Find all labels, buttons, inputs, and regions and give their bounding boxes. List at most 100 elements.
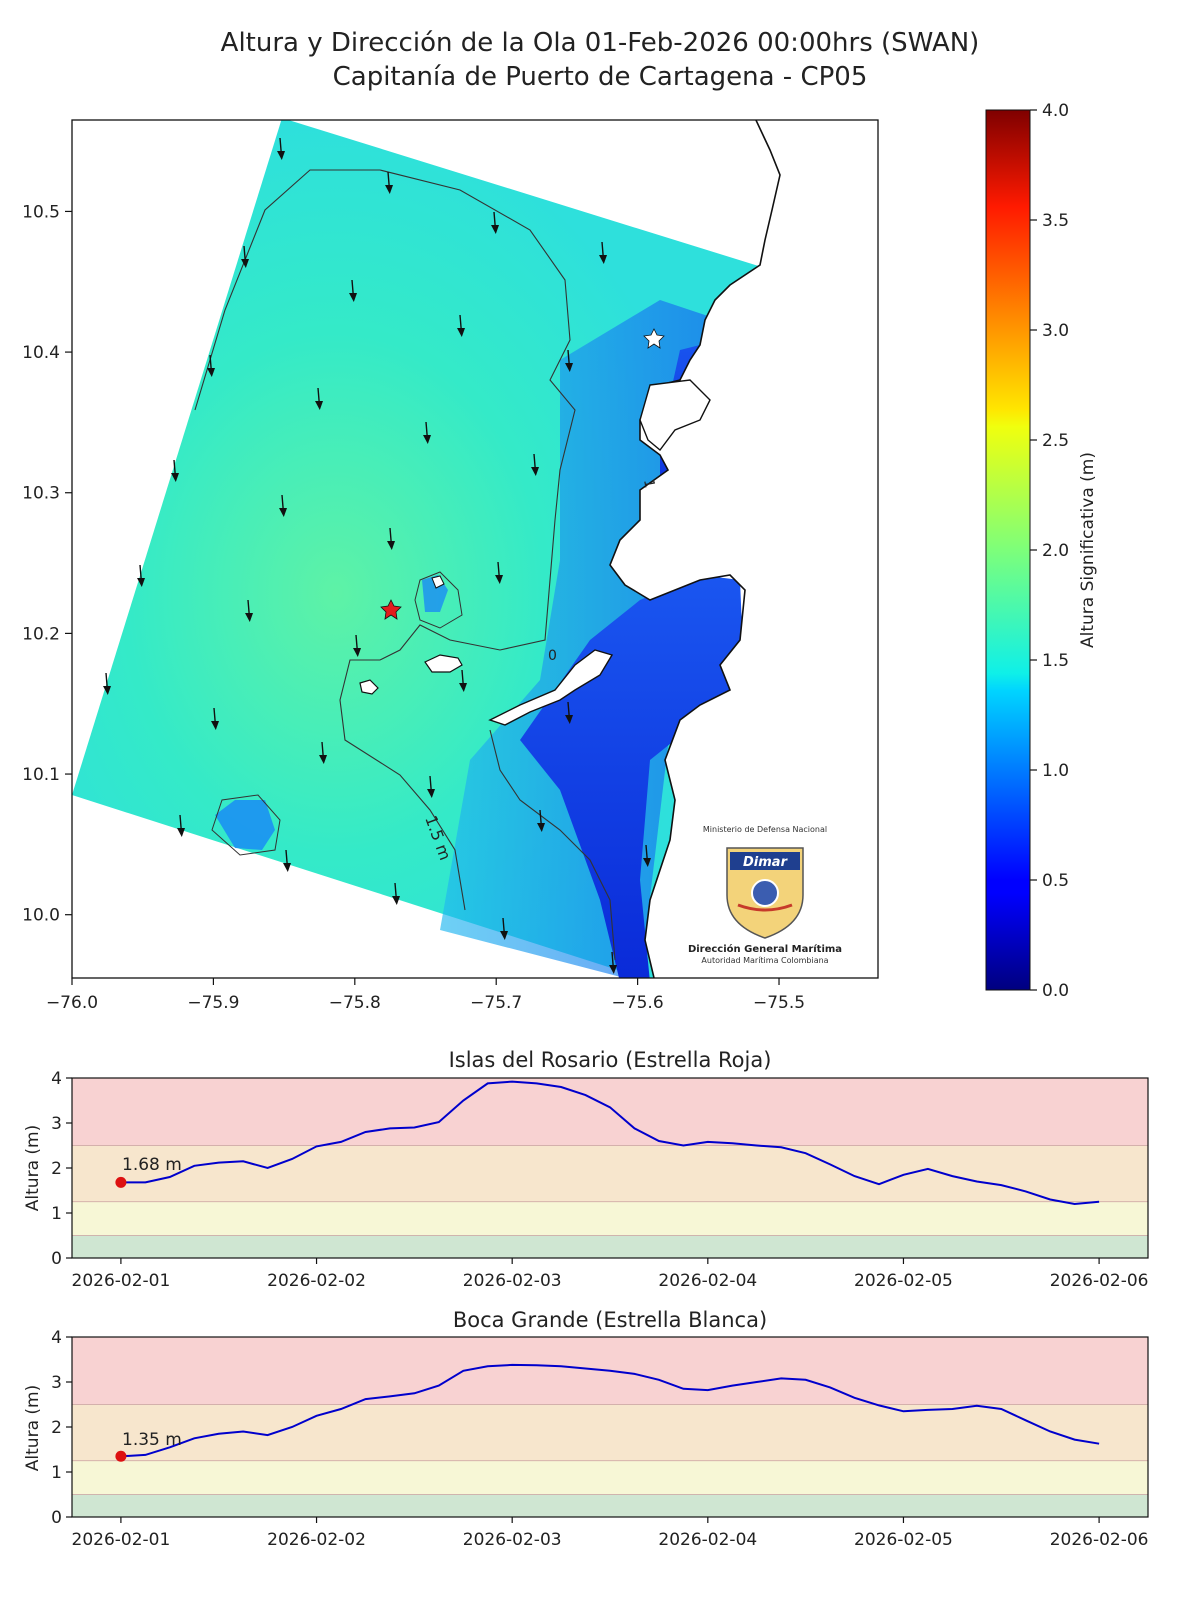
wave-arrowhead [457, 328, 465, 337]
colorbar-tick-label: 3.5 [1042, 211, 1069, 231]
shallow-gradient-zone [440, 300, 720, 978]
wave-arrowhead [279, 508, 287, 517]
ts1-xtick-label: 2026-02-05 [854, 1271, 953, 1291]
map-xtick-label: −76.0 [46, 993, 98, 1013]
logo-wave-stripe [737, 903, 793, 912]
wave-arrowhead [207, 368, 215, 377]
mainland-coast [609, 120, 878, 978]
colorbar-label: Altura Significativa (m) [1078, 452, 1098, 648]
wave-arrowhead [103, 686, 111, 695]
wave-arrowhead [211, 721, 219, 730]
wave-arrowhead [599, 255, 607, 264]
wave-height-map: 1.5 m 1 0 Ministerio de Defensa Nacional… [22, 119, 879, 1013]
wave-arrowhead [531, 467, 539, 476]
ts2-title: Boca Grande (Estrella Blanca) [453, 1308, 767, 1332]
map-ytick-label: 10.3 [22, 484, 60, 504]
ts2-xtick-label: 2026-02-04 [658, 1530, 757, 1550]
chart-title-line2: Capitanía de Puerto de Cartagena - CP05 [332, 62, 868, 92]
ts2-xtick-label: 2026-02-02 [267, 1530, 366, 1550]
contour-label-1: 1 [640, 478, 657, 490]
colorbar-tick-label: 1.5 [1042, 651, 1069, 671]
contour-patch-ring [211, 794, 281, 856]
peninsula-baru [488, 649, 614, 726]
wave-arrowhead [353, 648, 361, 657]
wave-arrowhead [459, 683, 467, 692]
wave-arrowhead [315, 401, 323, 410]
wave-arrowhead [349, 293, 357, 302]
ts1-ytick-label: 4 [51, 1069, 62, 1089]
wave-arrowhead [245, 613, 253, 622]
contour-island-ring [414, 571, 463, 629]
colorbar-tick-label: 3.0 [1042, 321, 1069, 341]
ts2-series-line [120, 1363, 1100, 1458]
ts2-xtick-label: 2026-02-05 [854, 1530, 953, 1550]
ts1-xtick-label: 2026-02-04 [658, 1271, 757, 1291]
colorbar-gradient [985, 109, 1031, 991]
colorbar-tick-label: 1.0 [1042, 761, 1069, 781]
ts2-ytick-label: 4 [51, 1328, 62, 1348]
map-ytick-label: 10.5 [22, 202, 60, 222]
wave-arrowhead [392, 896, 400, 905]
ts1-series-line [120, 1080, 1100, 1206]
ts2-plot: 0 1 2 3 4 2026-02-01 2026-02-02 2026-02-03 2026-… [51, 1328, 1149, 1550]
anchor-emblem-icon [751, 879, 779, 907]
colorbar-tick-label: 2.5 [1042, 431, 1069, 451]
wave-arrowhead [177, 828, 185, 837]
map-ytick-label: 10.0 [22, 906, 60, 926]
logo-subtitle-text: Autoridad Marítima Colombiana [701, 956, 828, 965]
ts1-ytick-label: 0 [51, 1249, 62, 1269]
chart-title-line1: Altura y Dirección de la Ola 01-Feb-2026… [220, 28, 980, 58]
ts2-xtick-label: 2026-02-06 [1050, 1530, 1149, 1550]
wave-arrowhead [137, 578, 145, 587]
map-xtick-label: −75.6 [612, 993, 664, 1013]
colorbar-ticks: 0.0 0.5 1.0 1.5 2.0 2.5 3.0 3.5 4.0 [1030, 101, 1069, 1001]
colorbar: 0.0 0.5 1.0 1.5 2.0 2.5 3.0 3.5 4.0 Altura Signi… [985, 101, 1098, 1001]
map-xtick-label: −75.5 [753, 993, 805, 1013]
logo-brand-text: Dimar [743, 855, 789, 870]
ts2-current-label: 1.35 m [122, 1430, 182, 1450]
ts2-xtick-label: 2026-02-01 [72, 1530, 171, 1550]
ts2-ytick-label: 3 [51, 1373, 62, 1393]
map-ytick-label: 10.1 [22, 765, 60, 785]
wave-arrowhead [427, 789, 435, 798]
wave-arrowhead [385, 185, 393, 194]
ts1-xtick-label: 2026-02-06 [1050, 1271, 1149, 1291]
white-star-marker [643, 328, 665, 349]
contour-label-0: 0 [548, 648, 557, 664]
ts1-ytick-label: 3 [51, 1114, 62, 1134]
wave-arrowhead [565, 363, 573, 372]
map-ytick-label: 10.4 [22, 343, 60, 363]
ts2-ytick-label: 2 [51, 1418, 62, 1438]
logo-banner [730, 852, 800, 870]
ts1-xtick-label: 2026-02-03 [463, 1271, 562, 1291]
ts1-xtick-label: 2026-02-01 [72, 1271, 171, 1291]
wave-arrowhead [491, 225, 499, 234]
wave-arrowhead [609, 965, 617, 974]
ts1-band-red [72, 1078, 1148, 1146]
wave-arrowhead [171, 473, 179, 482]
colorbar-tick-label: 2.0 [1042, 541, 1069, 561]
ts2-xtick-label: 2026-02-03 [463, 1530, 562, 1550]
contour-1m [489, 729, 616, 961]
contour-1-5m-outer [194, 169, 576, 911]
ts2-ytick-label: 0 [51, 1508, 62, 1528]
ts1-ytick-label: 2 [51, 1159, 62, 1179]
ts1-current-marker [115, 1176, 127, 1188]
island-north-tip [431, 575, 445, 589]
map-ytick-label: 10.2 [22, 624, 60, 644]
wave-arrowhead [537, 823, 545, 832]
timeseries-boca-grande: Boca Grande (Estrella Blanca) 0 1 2 3 4 2026-… [23, 1308, 1149, 1550]
wave-arrowhead [283, 863, 291, 872]
ts2-band-green [72, 1494, 1148, 1517]
island-small-west [359, 679, 379, 695]
wave-arrowhead [423, 435, 431, 444]
ts2-ytick-label: 1 [51, 1463, 62, 1483]
ts1-band-yellow [72, 1201, 1148, 1236]
ts2-current-marker [115, 1450, 127, 1462]
low-wave-patch [215, 800, 275, 850]
map-xtick-label: −75.9 [187, 993, 239, 1013]
colorbar-tick-label: 0.5 [1042, 871, 1069, 891]
map-axis-ticks: −76.0 −75.9 −75.8 −75.7 −75.6 −75.510.010.110… [22, 202, 805, 1013]
ts1-ylabel: Altura (m) [23, 1125, 43, 1211]
timeseries-islas-del-rosario: Islas del Rosario (Estrella Roja) 0 1 2 3 4 2… [23, 1048, 1149, 1291]
